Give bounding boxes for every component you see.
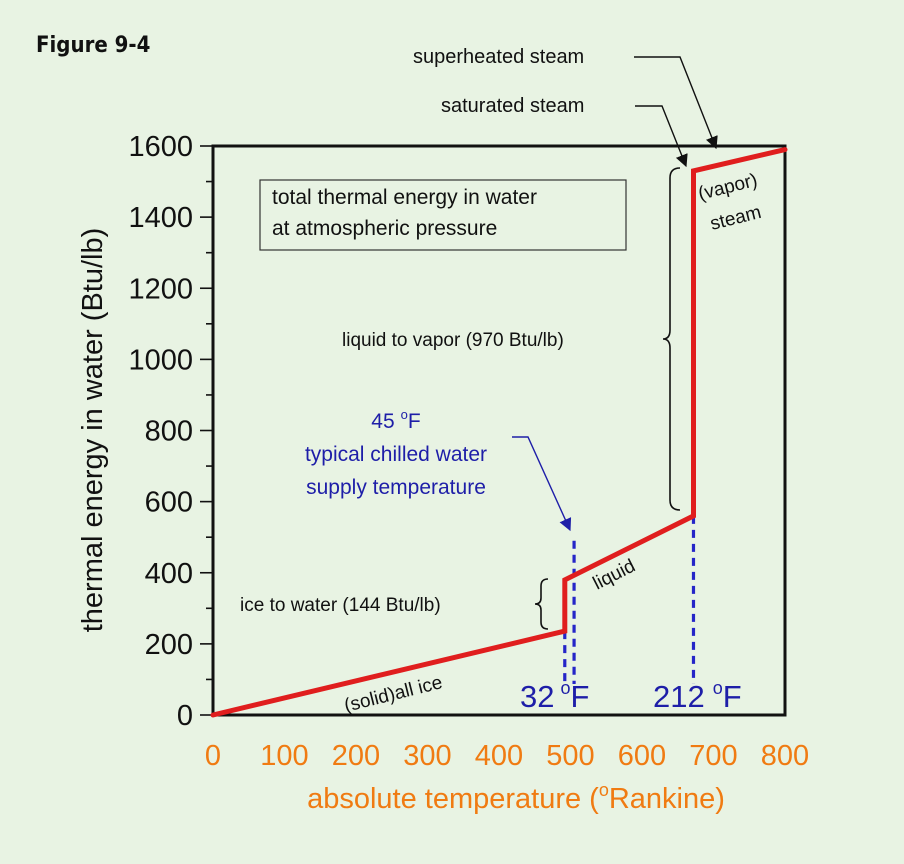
liquid-to-vapor-brace [662, 167, 681, 511]
x-axis-tick-labels: 0 100 200 300 400 500 600 700 800 [205, 740, 809, 772]
label-vapor: (vapor) [696, 170, 759, 205]
superheated-steam-leader [634, 56, 718, 150]
marker-212-unit: F [723, 679, 742, 714]
label-liquid-to-vapor: liquid to vapor (970 Btu/lb) [342, 330, 564, 351]
y-tick-label: 1000 [128, 344, 193, 376]
x-axis-label-main: absolute temperature ( [307, 783, 599, 815]
x-tick-label: 600 [618, 740, 666, 772]
y-tick-label: 1600 [128, 131, 193, 163]
x-tick-label: 500 [546, 740, 594, 772]
marker-212-sup: o [713, 678, 723, 698]
x-tick-label: 400 [475, 740, 523, 772]
marker-32-unit: F [571, 679, 590, 714]
marker-212-value: 212 [653, 679, 705, 714]
x-tick-label: 700 [689, 740, 737, 772]
ice-to-water-brace [534, 578, 549, 630]
chart-title-line-2: at atmospheric pressure [272, 217, 497, 240]
chilled-water-leader [512, 436, 572, 532]
chilled-water-title: 45 oF [371, 407, 420, 433]
y-tick-label: 1200 [128, 273, 193, 305]
marker-32-sup: o [560, 678, 570, 698]
y-tick-label: 200 [145, 629, 193, 661]
marker-label-212F: 212 oF [653, 678, 742, 714]
y-tick-label: 1400 [128, 202, 193, 234]
chilled-water-unit: F [408, 410, 421, 433]
title-box [259, 179, 627, 251]
chilled-water-value: 45 [371, 410, 394, 433]
label-saturated-steam: saturated steam [441, 95, 584, 117]
chart-title-line-1: total thermal energy in water [272, 186, 537, 209]
x-tick-label: 0 [205, 740, 221, 772]
y-axis-label: thermal energy in water (Btu/lb) [77, 228, 109, 633]
chilled-water-sup: o [401, 407, 408, 422]
chilled-water-line-2: supply temperature [306, 476, 486, 499]
marker-label-32F: 32 oF [520, 678, 589, 714]
marker-32-value: 32 [520, 679, 554, 714]
figure-label: Figure 9-4 [36, 33, 150, 58]
y-tick-label: 800 [145, 416, 193, 448]
x-axis-label-unit: Rankine) [609, 783, 725, 815]
label-superheated-steam: superheated steam [413, 46, 584, 68]
energy-curve [210, 147, 788, 718]
y-tick-label: 0 [177, 700, 193, 732]
y-tick-label: 600 [145, 487, 193, 519]
y-tick-label: 400 [145, 558, 193, 590]
x-tick-label: 100 [260, 740, 308, 772]
x-tick-label: 800 [761, 740, 809, 772]
x-tick-label: 300 [403, 740, 451, 772]
x-tick-label: 200 [332, 740, 380, 772]
chilled-water-line-1: typical chilled water [305, 443, 487, 466]
label-steam: steam [708, 202, 763, 235]
y-axis-tick-labels: 0 200 400 600 800 1000 1200 1400 1600 [128, 131, 193, 732]
y-axis-ticks [200, 145, 213, 716]
saturated-steam-leader [635, 105, 688, 168]
x-axis-label: absolute temperature (oRankine) [307, 780, 725, 815]
temperature-markers [563, 515, 696, 684]
label-ice-to-water: ice to water (144 Btu/lb) [240, 595, 441, 616]
x-axis-label-sup: o [599, 780, 609, 800]
